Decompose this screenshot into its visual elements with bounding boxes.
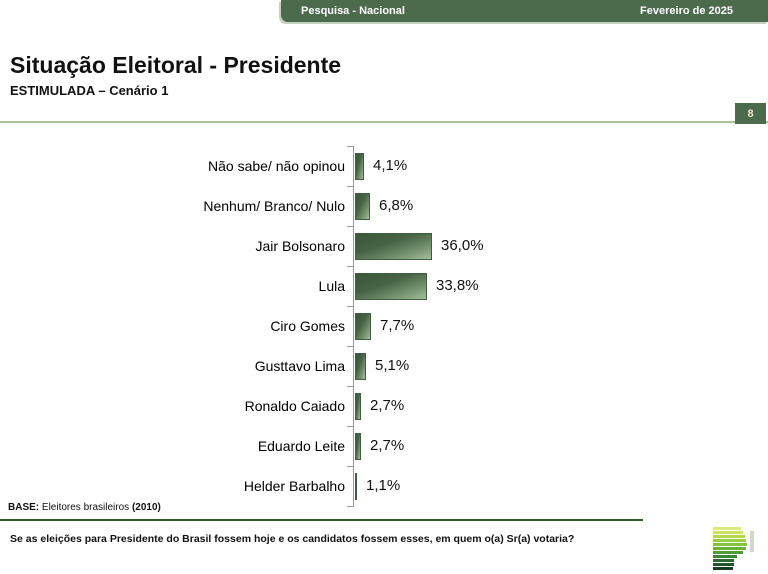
value-label: 2,7% — [370, 437, 405, 454]
value-label: 7,7% — [380, 317, 415, 334]
logo-stripe — [713, 531, 743, 534]
bar — [355, 313, 371, 340]
bar — [355, 353, 366, 380]
bar — [355, 193, 370, 220]
logo-stripe — [713, 555, 737, 558]
bar — [355, 273, 427, 300]
parana-pesquisas-logo — [713, 527, 755, 571]
logo-stripe — [713, 567, 733, 570]
value-label: 33,8% — [436, 277, 479, 294]
value-label: 4,1% — [373, 157, 408, 174]
title-block: Situação Eleitoral - Presidente ESTIMULA… — [10, 52, 341, 98]
base-note-year: (2010) — [131, 502, 161, 513]
logo-stripe — [713, 559, 734, 562]
axis-tick — [347, 226, 353, 227]
header-survey-label: Pesquisa - Nacional — [301, 5, 405, 17]
category-label: Nenhum/ Branco/ Nulo — [203, 198, 345, 214]
value-label: 5,1% — [375, 357, 410, 374]
logo-stripe — [713, 547, 746, 550]
axis-tick — [347, 186, 353, 187]
axis-tick — [347, 426, 353, 427]
base-note-label: BASE: — [8, 502, 40, 513]
axis-tick — [347, 386, 353, 387]
base-note-text: Eleitores brasileiros — [39, 502, 132, 513]
bar — [355, 153, 364, 180]
page-number-badge: 8 — [735, 103, 766, 124]
category-label: Jair Bolsonaro — [255, 238, 346, 254]
category-label: Gusttavo Lima — [254, 358, 345, 374]
light-green-divider — [0, 121, 768, 123]
logo-stripe — [713, 551, 743, 554]
logo-stripe — [713, 535, 745, 538]
value-label: 1,1% — [366, 477, 401, 494]
logo-stripe — [713, 563, 734, 566]
axis-tick — [347, 266, 353, 267]
bar — [355, 393, 361, 420]
axis-tick — [347, 306, 353, 307]
axis-tick — [347, 146, 353, 147]
dark-green-rule — [0, 519, 643, 521]
logo-stripe — [713, 527, 741, 530]
category-label: Ronaldo Caiado — [244, 398, 345, 414]
category-label: Ciro Gomes — [270, 318, 345, 334]
base-note: BASE: Eleitores brasileiros (2010) — [8, 502, 161, 513]
category-label: Lula — [318, 278, 345, 294]
value-label: 2,7% — [370, 397, 405, 414]
axis-tick — [347, 506, 353, 507]
value-label: 36,0% — [441, 237, 484, 254]
page-title: Situação Eleitoral - Presidente — [10, 52, 342, 78]
logo-stripe — [713, 543, 747, 546]
axis-tick — [347, 466, 353, 467]
header-ribbon: Pesquisa - Nacional Fevereiro de 2025 — [281, 0, 768, 22]
value-label: 6,8% — [379, 197, 414, 214]
page-subtitle: ESTIMULADA – Cenário 1 — [10, 83, 169, 98]
header-date-label: Fevereiro de 2025 — [640, 5, 733, 17]
bar — [355, 233, 432, 260]
logo-stripe — [713, 539, 746, 542]
logo-accent-bar — [750, 531, 754, 552]
survey-question: Se as eleições para Presidente do Brasil… — [10, 533, 575, 545]
bar — [355, 473, 357, 500]
bar — [355, 433, 361, 460]
axis-tick — [347, 346, 353, 347]
chart-axis-line — [353, 146, 354, 507]
category-label: Não sabe/ não opinou — [208, 158, 345, 174]
category-label: Helder Barbalho — [243, 478, 345, 494]
category-label: Eduardo Leite — [257, 438, 345, 454]
bar-chart: Não sabe/ não opinou 4,1% Nenhum/ Branco/ … — [0, 146, 768, 507]
